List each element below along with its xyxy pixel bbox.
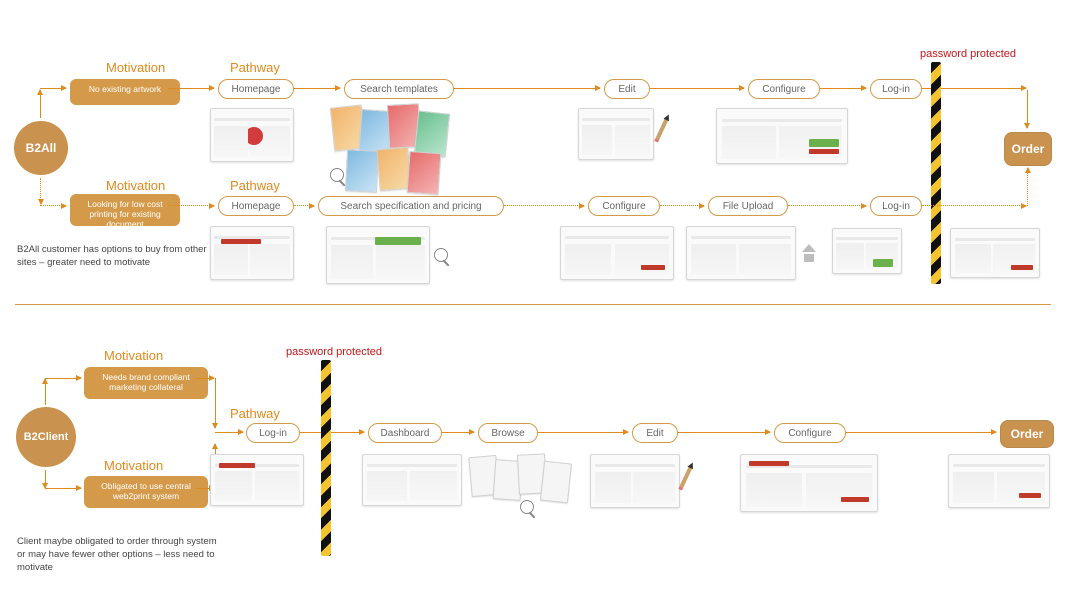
thumb-order [950,228,1040,278]
pencil-icon [656,118,669,140]
arrow [40,88,66,89]
node-edit-2: Edit [632,423,678,443]
arrow [1027,90,1028,128]
arrow [294,88,340,89]
label-motivation: Motivation [106,60,165,75]
hazard-bar-top [931,62,941,284]
thumb-edit-1 [578,108,654,160]
arrow [504,205,584,206]
arrow [40,205,66,206]
label-motivation-3: Motivation [104,348,163,363]
arrow [820,88,866,89]
arrow [215,432,243,433]
arrow [846,432,996,433]
arrow [45,378,81,379]
arrow [442,432,474,433]
arrow [922,205,1026,206]
motivation-brand: Needs brand compliant marketing collater… [84,367,208,399]
node-homepage-1: Homepage [218,79,294,99]
thumb-configure-3 [740,454,878,512]
label-pathway-2: Pathway [230,178,280,193]
label-motivation-2: Motivation [106,178,165,193]
thumb-template [407,151,442,195]
node-search-templates: Search templates [344,79,454,99]
node-homepage-2: Homepage [218,196,294,216]
thumb-template [414,110,450,157]
thumb-dashboard [362,454,462,506]
label-pathway: Pathway [230,60,280,75]
thumb-order-2 [948,454,1050,508]
arrow [294,205,314,206]
label-password-protected-top: password protected [920,48,1016,60]
arrow [650,88,744,89]
node-search-spec: Search specification and pricing [318,196,504,216]
thumb-configure-1 [716,108,848,164]
section-divider [15,304,1051,305]
label-motivation-4: Motivation [104,458,163,473]
arrow [454,88,600,89]
node-configure-1: Configure [748,79,820,99]
motivation-lowcost: Looking for low cost printing for existi… [70,194,180,226]
thumb-spec [326,226,430,284]
arrow [196,378,214,379]
thumb-homepage-2 [210,226,294,280]
arrow [215,378,216,428]
node-file-upload: File Upload [708,196,788,216]
motivation-obligated: Obligated to use central web2print syste… [84,476,208,508]
pencil-icon [680,466,693,488]
node-login-2: Log-in [870,196,922,216]
node-browse: Browse [478,423,538,443]
arrow [40,178,42,204]
thumb-homepage-1 [210,108,294,162]
node-edit-1: Edit [604,79,650,99]
thumb-configure-2 [560,226,674,280]
arrow [788,205,866,206]
start-b2all: B2All [14,121,68,175]
arrow [40,90,41,118]
arrow [1027,168,1029,206]
node-configure-3: Configure [774,423,846,443]
order-b2all: Order [1004,132,1052,166]
magnifier-icon [330,168,348,186]
arrow [168,88,214,89]
node-dashboard: Dashboard [368,423,442,443]
node-configure-2: Configure [588,196,660,216]
thumb-edit-2 [590,454,680,508]
thumb-login-3 [210,454,304,506]
thumb-template [345,149,379,193]
label-pathway-3: Pathway [230,406,280,421]
thumb-upload [686,226,796,280]
note-b2all: B2All customer has options to buy from o… [17,244,207,270]
note-b2client: Client maybe obligated to order through … [17,536,227,574]
node-login-3: Log-in [246,423,300,443]
label-password-protected-bottom: password protected [286,346,382,358]
arrow [678,432,770,433]
magnifier-icon [520,500,538,518]
arrow [660,205,704,206]
order-b2client: Order [1000,420,1054,448]
magnifier-icon [434,248,452,266]
hazard-bar-bottom [321,360,331,556]
thumb-login-2 [832,228,902,274]
arrow [300,432,364,433]
arrow [45,379,46,405]
upload-icon [800,244,818,262]
motivation-no-artwork: No existing artwork [70,79,180,105]
start-b2client: B2Client [16,407,76,467]
arrow [45,470,46,488]
arrow [168,205,214,206]
thumb-browse [540,461,572,504]
arrow [45,488,81,489]
node-login-1: Log-in [870,79,922,99]
arrow [538,432,628,433]
